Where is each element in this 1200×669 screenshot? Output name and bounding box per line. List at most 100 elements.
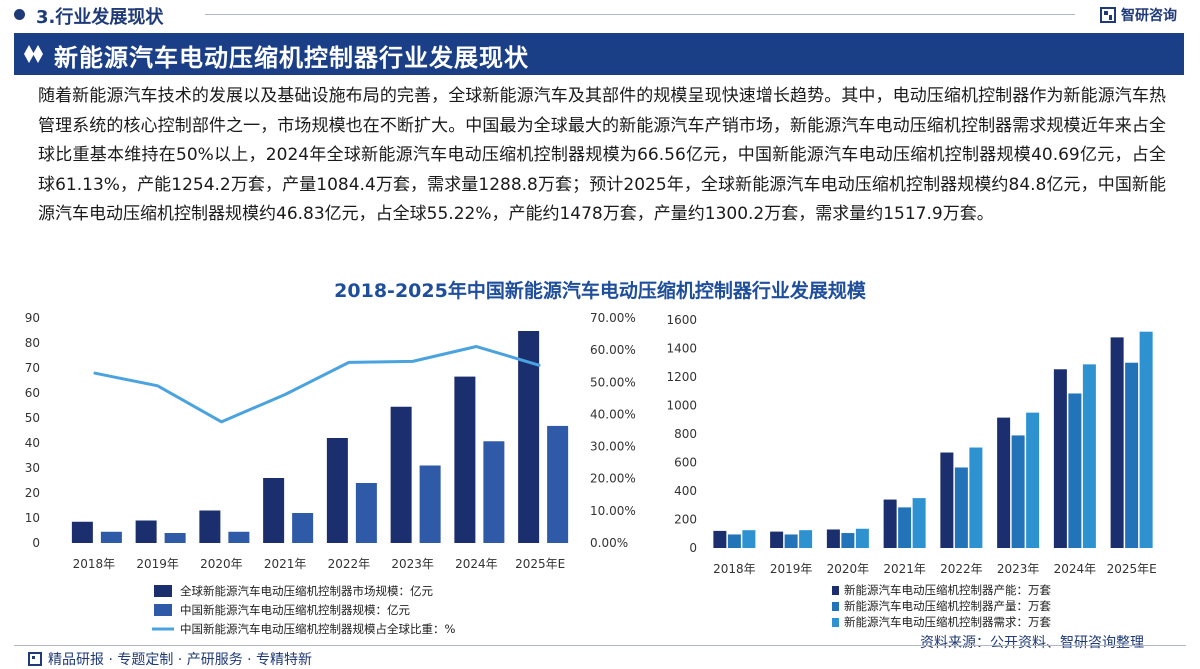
y-tick-label: 600 <box>674 456 697 470</box>
bar <box>898 507 912 548</box>
bar <box>1139 331 1153 548</box>
bar <box>1068 393 1082 548</box>
x-tick-label: 2021年 <box>883 562 926 576</box>
bar <box>1110 337 1124 548</box>
y-tick-label: 200 <box>674 513 697 527</box>
bar <box>292 513 314 543</box>
bar <box>454 376 476 543</box>
body-paragraph: 随着新能源汽车技术的发展以及基础设施布局的完善，全球新能源汽车及其部件的规模呈现… <box>38 86 1166 224</box>
bar <box>518 331 540 543</box>
bar <box>969 447 983 548</box>
bar <box>770 531 784 548</box>
footer-tagline: 精品研报 · 专题定制 · 产研服务 · 专精特新 <box>48 652 313 668</box>
y2-tick-label: 0.00% <box>590 536 628 550</box>
y-tick-label: 1600 <box>666 313 697 327</box>
y-tick-label: 70 <box>25 361 40 375</box>
y2-tick-label: 20.00% <box>590 472 636 486</box>
line-point <box>412 360 414 362</box>
y2-tick-label: 40.00% <box>590 407 636 421</box>
legend-label: 中国新能源汽车电动压缩机控制器规模：亿元 <box>180 603 410 617</box>
legend-label: 全球新能源汽车电动压缩机控制器市场规模：亿元 <box>180 584 433 598</box>
bar <box>135 520 157 543</box>
bar <box>71 521 93 543</box>
y2-tick-label: 70.00% <box>590 311 636 325</box>
x-tick-label: 2025年E <box>1107 562 1157 576</box>
y2-tick-label: 50.00% <box>590 375 636 389</box>
x-tick-label: 2020年 <box>200 557 243 571</box>
legend-swatch <box>154 585 172 597</box>
y-tick-label: 800 <box>674 427 697 441</box>
legend-swatch <box>832 586 839 595</box>
y-tick-label: 1000 <box>666 399 697 413</box>
y-tick-label: 0 <box>689 541 697 555</box>
bar <box>1011 435 1025 548</box>
y-tick-label: 80 <box>25 336 40 350</box>
legend-swatch <box>832 618 839 627</box>
x-tick-label: 2019年 <box>770 562 813 576</box>
bar <box>390 406 412 543</box>
legend-swatch <box>832 602 839 611</box>
y-tick-label: 90 <box>25 311 40 325</box>
chart-title: 2018-2025年中国新能源汽车电动压缩机控制器行业发展规模 <box>334 280 866 302</box>
bar <box>100 531 122 543</box>
source-note: 资料来源：公开资料、智研咨询整理 <box>920 635 1144 651</box>
diamond-icon <box>24 45 43 63</box>
x-tick-label: 2023年 <box>391 557 434 571</box>
page-title: 新能源汽车电动压缩机控制器行业发展现状 <box>54 44 529 72</box>
footer: 精品研报 · 专题定制 · 产研服务 · 专精特新 <box>28 649 312 669</box>
bar <box>326 438 348 543</box>
y-tick-label: 1400 <box>666 342 697 356</box>
logo-icon <box>1100 7 1116 23</box>
bar <box>547 425 569 543</box>
legend-label: 新能源汽车电动压缩机控制器产量：万套 <box>844 599 1051 613</box>
bar <box>742 530 756 548</box>
left-chart: 0 10 20 30 40 50 60 70 80 90 0.00% 10.00% 20.00% 30.0… <box>25 311 636 636</box>
share-line <box>93 345 541 424</box>
x-tick-label: 2024年 <box>455 557 498 571</box>
line-point <box>93 372 95 374</box>
x-tick-label: 2025年E <box>515 557 565 571</box>
y-tick-label: 10 <box>25 511 40 525</box>
y-tick-label: 50 <box>25 411 40 425</box>
bar <box>199 510 221 543</box>
y-tick-label: 60 <box>25 386 40 400</box>
line-point <box>157 385 159 387</box>
y-tick-label: 20 <box>25 486 40 500</box>
bar <box>940 452 954 548</box>
x-tick-label: 2024年 <box>1054 562 1097 576</box>
line-point <box>348 361 350 363</box>
footer-divider <box>14 645 1186 646</box>
bar <box>883 499 897 548</box>
bar <box>727 534 741 548</box>
bar <box>483 441 505 543</box>
bar <box>1053 369 1067 548</box>
bar <box>826 529 840 548</box>
bar <box>997 417 1011 548</box>
legend-label: 新能源汽车电动压缩机控制器需求：万套 <box>844 615 1051 629</box>
line-point <box>475 346 477 348</box>
bar <box>164 533 186 543</box>
x-tick-label: 2020年 <box>827 562 870 576</box>
footer-logo-icon <box>28 652 42 666</box>
brand-logo: 智研咨询 <box>1100 5 1177 25</box>
bar <box>355 483 377 543</box>
x-tick-label: 2022年 <box>940 562 983 576</box>
x-tick-label: 2018年 <box>713 562 756 576</box>
x-tick-label: 2021年 <box>264 557 307 571</box>
y-tick-label: 0 <box>32 536 40 550</box>
bar <box>1026 412 1040 548</box>
bar <box>799 530 813 548</box>
y-tick-label: 30 <box>25 461 40 475</box>
x-tick-label: 2018年 <box>73 557 116 571</box>
line-point <box>539 365 541 367</box>
logo-text: 智研咨询 <box>1121 8 1177 24</box>
section-bullet-icon <box>14 9 25 20</box>
legend-swatch <box>154 604 172 616</box>
y2-tick-label: 10.00% <box>590 504 636 518</box>
bar <box>1125 362 1139 548</box>
bar <box>263 478 285 543</box>
bar <box>228 531 250 543</box>
legend-label: 中国新能源汽车电动压缩机控制器规模占全球比重：% <box>180 622 455 636</box>
x-tick-label: 2019年 <box>136 557 179 571</box>
